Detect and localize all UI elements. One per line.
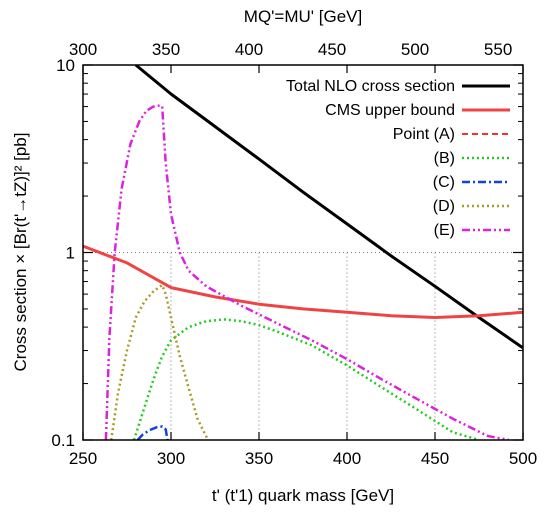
x-tick-label: 500 (509, 449, 537, 468)
series-lines (83, 65, 523, 440)
grid (83, 252, 523, 440)
x-tick-label: 250 (69, 449, 97, 468)
legend-label-4: (C) (433, 174, 455, 191)
x2-tick-label: 400 (235, 40, 263, 59)
legend-label-3: (B) (434, 150, 455, 167)
legend: Total NLO cross section CMS upper bound Po… (286, 78, 510, 239)
series-line-3 (132, 318, 480, 440)
legend-label-2: Point (A) (393, 126, 455, 143)
series-line-1 (83, 244, 523, 319)
x2-tick-label: 500 (401, 40, 429, 59)
series-line-0 (134, 65, 523, 350)
y-axis-title: Cross section × [Br(t'→tZ)]² [pb] (11, 133, 30, 372)
x2-tick-label: 350 (152, 40, 180, 59)
x2-tick-label: 450 (318, 40, 346, 59)
y-tick-label: 1 (66, 244, 75, 263)
series-line-6 (104, 104, 510, 440)
x2-tick-label: 300 (69, 40, 97, 59)
x-axis-title: t' (t'1) quark mass [GeV] (212, 486, 394, 505)
series-line-4 (136, 425, 169, 440)
legend-label-5: (D) (433, 198, 455, 215)
x-tick-label: 350 (245, 449, 273, 468)
y-tick-label: 0.1 (51, 431, 75, 450)
x-tick-label: 300 (157, 449, 185, 468)
legend-label-0: Total NLO cross section (286, 78, 455, 95)
x2-tick-label: 550 (484, 40, 512, 59)
y-tick-label: 10 (56, 56, 75, 75)
legend-label-1: CMS upper bound (325, 102, 455, 119)
series-line-5 (109, 283, 210, 440)
x-tick-label: 400 (333, 449, 361, 468)
plot-frame (82, 64, 524, 441)
x-tick-label: 450 (421, 449, 449, 468)
x2-axis-title: MQ'=MU' [GeV] (244, 7, 362, 26)
legend-label-6: (E) (434, 222, 455, 239)
tick-labels: 250 300 350 400 450 500 300 350 400 450 500 550 0.1 1… (51, 40, 537, 468)
